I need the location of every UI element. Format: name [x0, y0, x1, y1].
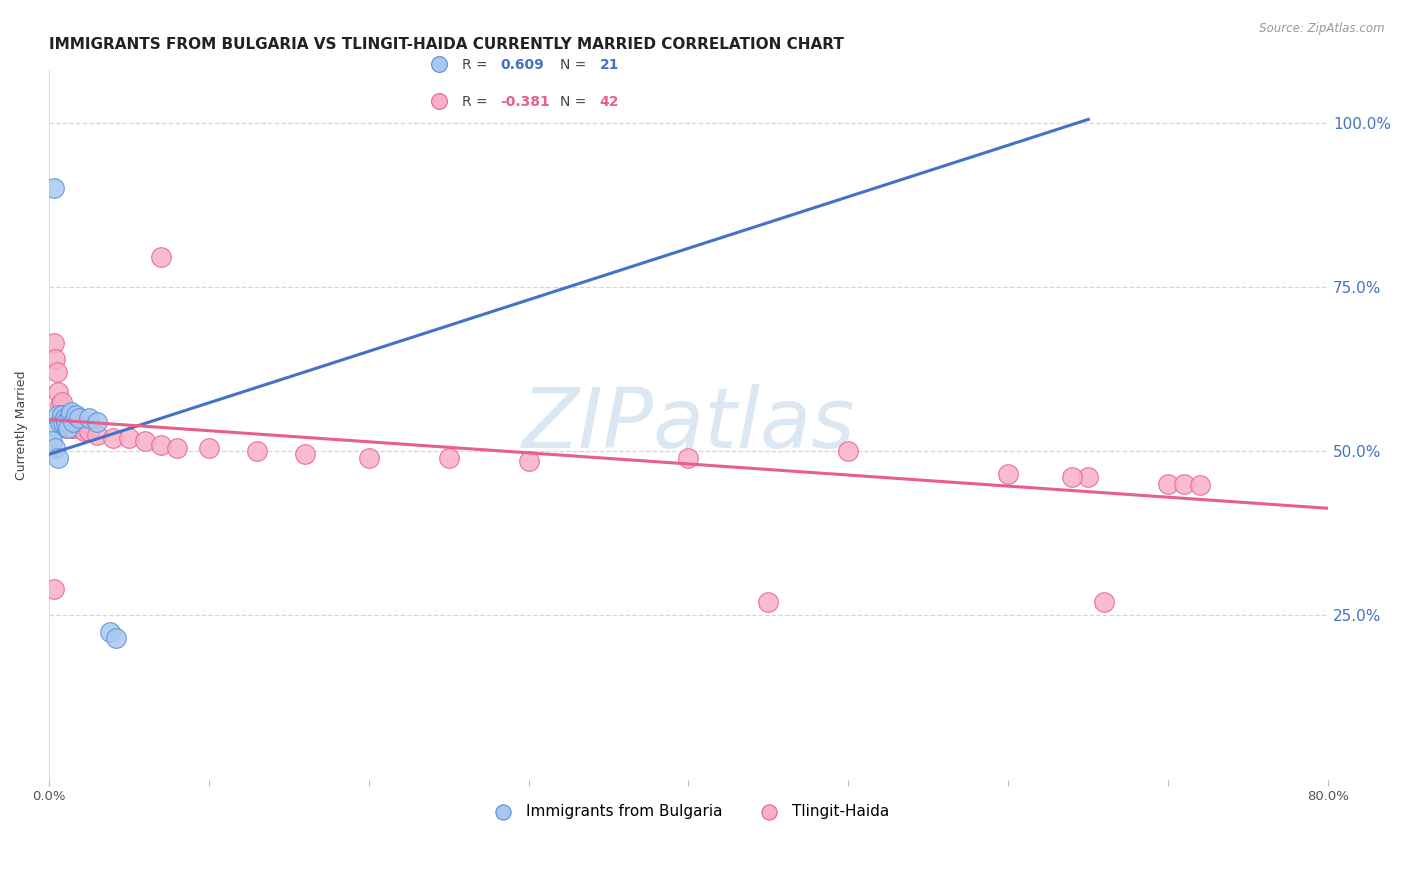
Point — [49, 415, 72, 429]
Point — [149, 437, 172, 451]
Point — [48, 384, 70, 399]
Point — [55, 421, 77, 435]
Point — [1189, 478, 1212, 492]
Point — [59, 408, 82, 422]
Point — [105, 632, 128, 646]
Point — [1077, 470, 1099, 484]
Point — [678, 450, 700, 465]
Point — [56, 408, 79, 422]
Point — [45, 421, 67, 435]
Point — [197, 441, 219, 455]
Point — [42, 582, 65, 596]
Point — [997, 467, 1019, 482]
Point — [73, 425, 96, 439]
Text: IMMIGRANTS FROM BULGARIA VS TLINGIT-HAIDA CURRENTLY MARRIED CORRELATION CHART: IMMIGRANTS FROM BULGARIA VS TLINGIT-HAID… — [49, 37, 844, 53]
Text: 21: 21 — [600, 58, 620, 72]
Point — [48, 450, 70, 465]
Point — [437, 450, 460, 465]
Point — [77, 425, 100, 439]
Point — [86, 427, 108, 442]
Point — [44, 352, 66, 367]
Point — [69, 421, 91, 435]
Text: N =: N = — [561, 95, 586, 109]
Point — [98, 624, 121, 639]
Point — [517, 454, 540, 468]
Point — [52, 408, 75, 422]
Point — [51, 408, 73, 422]
Point — [134, 434, 156, 449]
Point — [42, 335, 65, 350]
Text: R =: R = — [463, 58, 488, 72]
Point — [53, 408, 76, 422]
Point — [357, 450, 380, 465]
Text: -0.381: -0.381 — [501, 95, 550, 109]
Point — [66, 417, 89, 432]
Text: Source: ZipAtlas.com: Source: ZipAtlas.com — [1260, 22, 1385, 36]
Point — [427, 95, 450, 109]
Point — [118, 431, 141, 445]
Point — [62, 415, 84, 429]
Text: N =: N = — [561, 58, 586, 72]
Point — [1062, 470, 1084, 484]
Point — [49, 398, 72, 412]
Point — [166, 441, 188, 455]
Point — [45, 365, 67, 379]
Text: ZIPatlas: ZIPatlas — [522, 384, 855, 466]
Text: 0.609: 0.609 — [501, 58, 544, 72]
Point — [65, 408, 87, 422]
Point — [101, 431, 124, 445]
Point — [55, 415, 77, 429]
Point — [1092, 595, 1115, 609]
Point — [59, 415, 82, 429]
Point — [1157, 477, 1180, 491]
Point — [294, 447, 316, 461]
Point — [60, 405, 83, 419]
Y-axis label: Currently Married: Currently Married — [15, 370, 28, 480]
Point — [41, 434, 63, 449]
Point — [837, 444, 859, 458]
Point — [56, 421, 79, 435]
Point — [53, 411, 76, 425]
Point — [62, 421, 84, 435]
Point — [44, 441, 66, 455]
Point — [51, 395, 73, 409]
Legend: Immigrants from Bulgaria, Tlingit-Haida: Immigrants from Bulgaria, Tlingit-Haida — [482, 798, 896, 825]
Point — [48, 408, 70, 422]
Point — [758, 595, 780, 609]
Point — [77, 411, 100, 425]
Point — [246, 444, 269, 458]
Point — [60, 421, 83, 435]
Point — [63, 421, 86, 435]
Point — [52, 415, 75, 429]
Point — [42, 181, 65, 195]
Text: R =: R = — [463, 95, 488, 109]
Point — [149, 251, 172, 265]
Point — [427, 57, 450, 71]
Point — [1173, 477, 1195, 491]
Text: 42: 42 — [600, 95, 620, 109]
Point — [86, 415, 108, 429]
Point — [67, 411, 90, 425]
